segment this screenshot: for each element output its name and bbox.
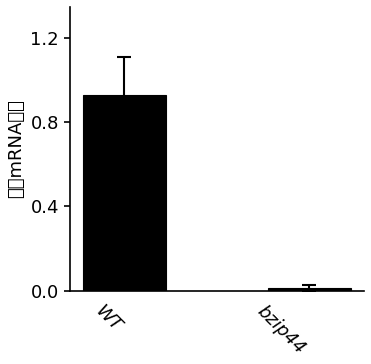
Text: WT: WT bbox=[91, 302, 125, 335]
Y-axis label: 相关mRNA水平: 相关mRNA水平 bbox=[7, 99, 25, 198]
Bar bbox=[267, 288, 351, 290]
Text: bzip44: bzip44 bbox=[254, 302, 309, 357]
Bar bbox=[83, 95, 166, 290]
